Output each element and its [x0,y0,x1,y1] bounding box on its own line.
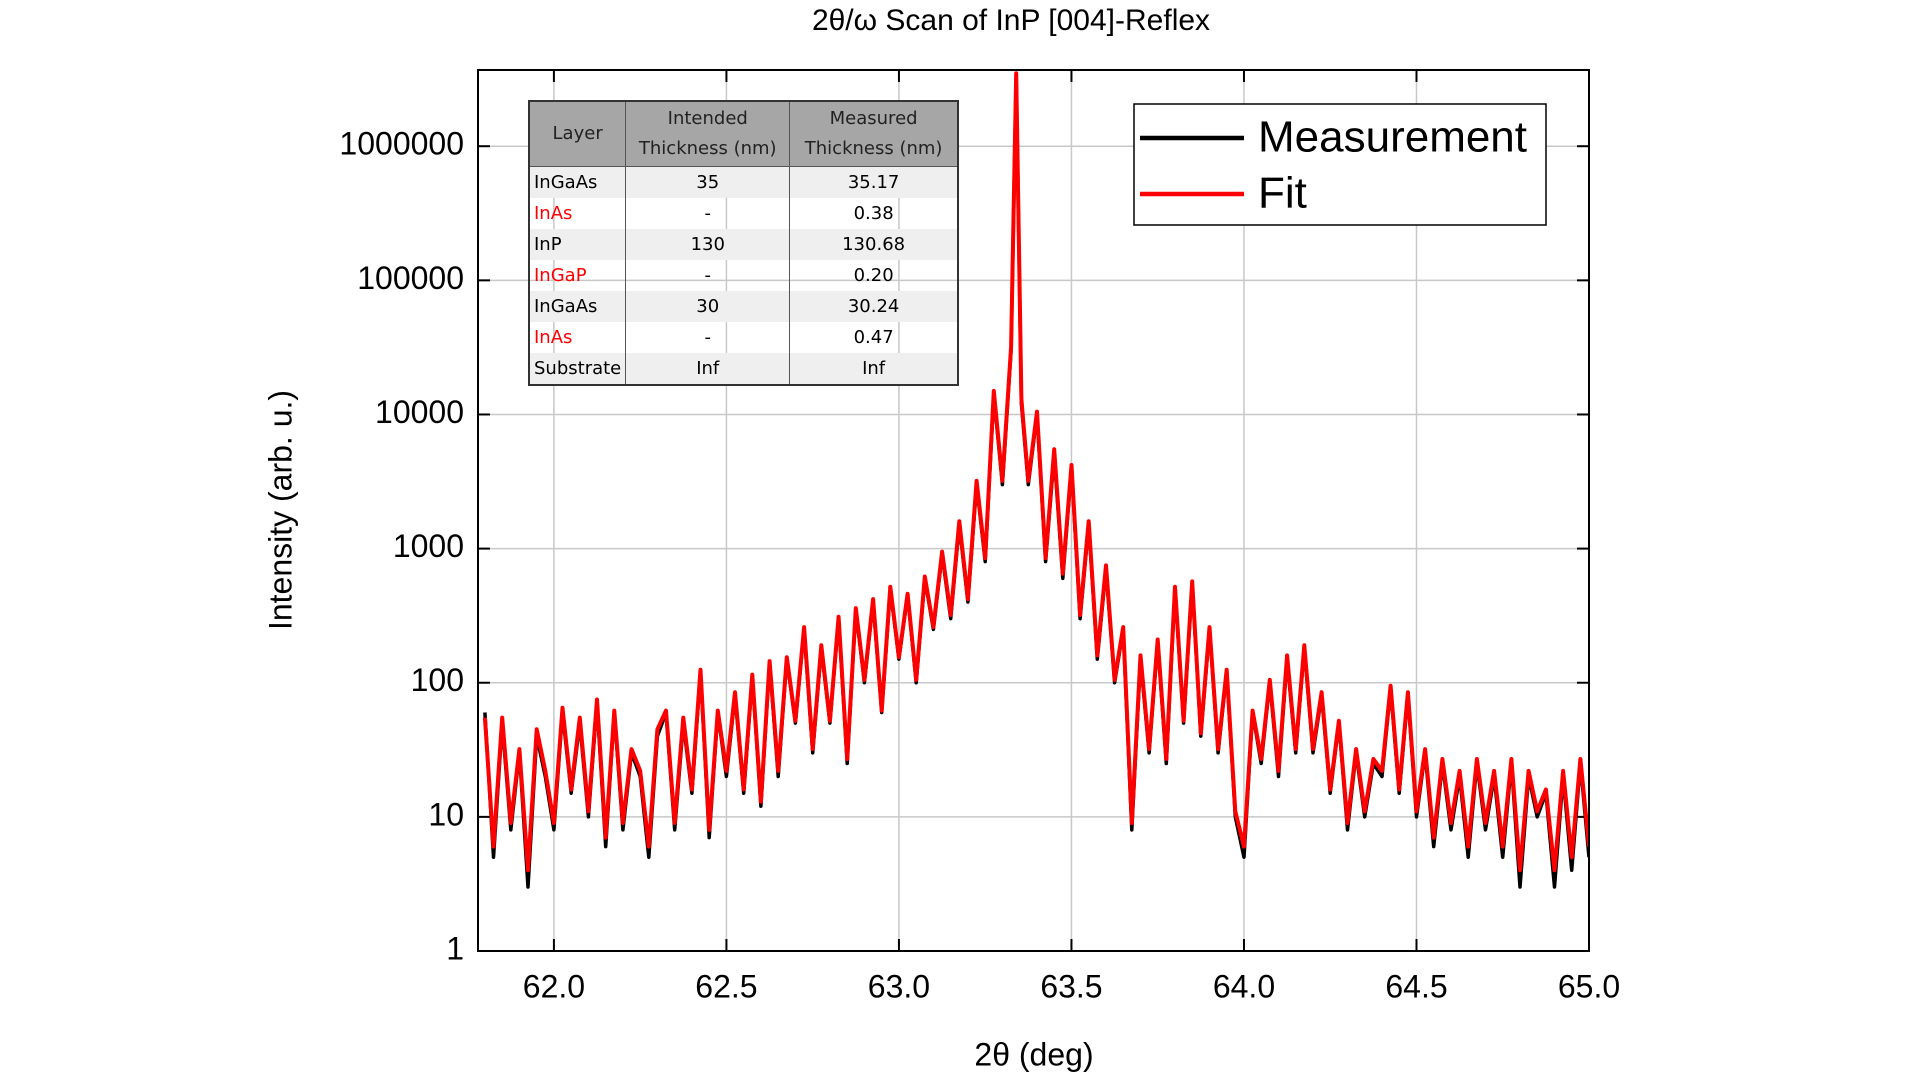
table-header-cell: Layer [528,100,627,167]
table-row: InGaAs 30 30.24 [529,291,959,322]
x-tick-label: 65.0 [1558,968,1620,1004]
table-row: Substrate Inf Inf [529,353,959,385]
table-cell: InGaAs [529,291,627,322]
legend-label: Fit [1258,169,1307,218]
table-cell: 0.47 [789,322,959,353]
table-header-row: Layer Intended Thickness (nm) Measured Thi… [528,100,959,167]
table-cell: InAs [529,322,627,353]
y-axis-label: Intensity (arb. u.) [262,390,298,630]
table-row: InP 130 130.68 [529,229,959,260]
table-cell: - [625,260,791,291]
table-row: InAs -0.47 [529,322,959,353]
x-tick-label: 63.5 [1040,968,1102,1004]
table-cell: 0.38 [789,198,959,229]
table-cell: Inf [625,353,791,385]
table-header-cell: Measured Thickness (nm) [789,100,959,167]
x-tick-label: 62.0 [523,968,585,1004]
table-row: InAs -0.38 [529,198,959,229]
x-tick-label: 63.0 [868,968,930,1004]
y-tick-label: 1 [446,930,464,966]
y-tick-label: 10000 [375,394,464,430]
table-cell: - [625,322,791,353]
table-cell: 130.68 [789,229,959,260]
table-cell: Substrate [529,353,627,385]
table-cell: 0.20 [789,260,959,291]
thickness-table: Layer Intended Thickness (nm) Measured Thi… [528,100,959,386]
plot-frame [477,69,1590,952]
y-tick-label: 1000000 [339,126,464,162]
chart-title: 2θ/ω Scan of InP [004]-Reflex [812,4,1210,37]
x-tick-label: 64.5 [1385,968,1447,1004]
data-line [482,71,1589,873]
y-tick-label: 10 [428,796,464,832]
table-cell: InGaP [529,260,627,291]
y-tick-label: 100 [411,662,464,698]
table-cell: 130 [625,229,791,260]
table-cell: InGaAs [529,166,627,198]
table-cell: 35 [625,166,791,198]
table-cell: 35.17 [789,166,959,198]
y-tick-label: 1000 [393,528,464,564]
table-cell: InP [529,229,627,260]
x-axis-label: 2θ (deg) [974,1036,1093,1072]
x-tick-label: 64.0 [1213,968,1275,1004]
table-cell: - [625,198,791,229]
table-cell: 30.24 [789,291,959,322]
legend-label: Measurement [1258,113,1527,162]
table-cell: Inf [789,353,959,385]
table-cell: InAs [529,198,627,229]
legend-box [1133,103,1547,226]
table-row: InGaAs 35 35.17 [529,166,959,198]
table-cell: 30 [625,291,791,322]
x-tick-label: 62.5 [695,968,757,1004]
y-tick-label: 100000 [357,260,464,296]
table-header-cell: Intended Thickness (nm) [625,100,791,167]
table-row: InGaP -0.20 [529,260,959,291]
